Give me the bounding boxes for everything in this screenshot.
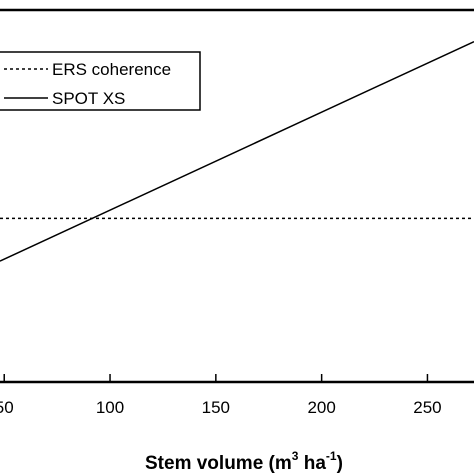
x-axis-label-sup2: -1: [326, 449, 337, 463]
x-axis-label-middle: ha: [298, 453, 326, 474]
legend: ERS coherence SPOT XS: [0, 51, 201, 111]
legend-label-ers-coherence: ERS coherence: [52, 60, 171, 79]
x-axis-label: Stem volume (m3 ha-1): [145, 449, 343, 474]
x-tick-label-50: 50: [0, 398, 14, 417]
series-layer: [0, 40, 474, 262]
series-line-spot-xs: [0, 40, 474, 262]
x-axis-label-prefix: Stem volume (m: [145, 453, 292, 474]
x-axis-ticks: 50 100 150 200 250: [0, 374, 442, 417]
x-axis-label-suffix: ): [337, 453, 343, 474]
x-axis-label-sup1: 3: [292, 449, 299, 463]
x-tick-label-150: 150: [202, 398, 230, 417]
x-tick-label-250: 250: [413, 398, 441, 417]
legend-box: [0, 51, 201, 111]
x-tick-label-100: 100: [96, 398, 124, 417]
x-tick-label-200: 200: [307, 398, 335, 417]
legend-label-spot-xs: SPOT XS: [52, 89, 125, 108]
